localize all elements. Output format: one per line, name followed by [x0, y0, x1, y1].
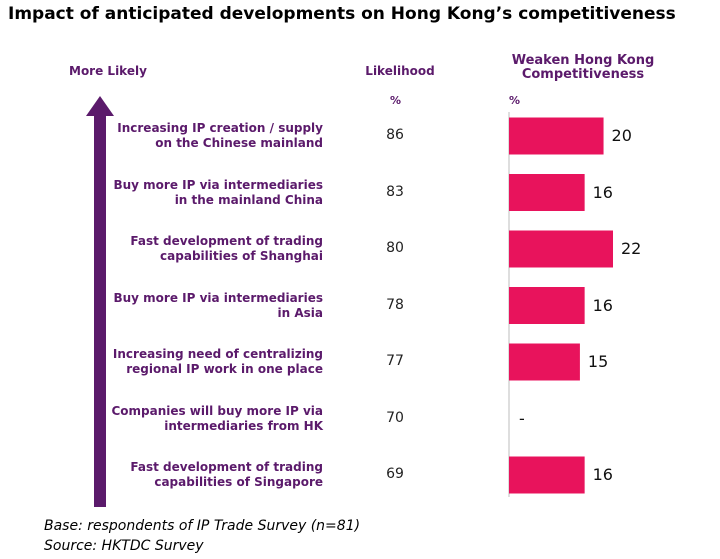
bar [509, 456, 585, 494]
category-label-line: Fast development of trading [130, 234, 323, 248]
category-label-line: Increasing IP creation / supply [117, 121, 323, 135]
category-label-line: intermediaries from HK [164, 418, 323, 433]
category-label-line: Buy more IP via intermediaries [113, 177, 323, 192]
bar [509, 343, 580, 381]
arrow-label: More Likely [69, 64, 147, 78]
bar-value-label: - [519, 408, 525, 428]
bar [509, 117, 604, 155]
likelihood-header: Likelihood [365, 64, 435, 78]
category-label-line: Buy more IP via intermediaries [113, 290, 323, 305]
weaken-header: Weaken Hong Kong Competitiveness [498, 54, 668, 82]
bar [509, 174, 585, 211]
bar-group [509, 117, 613, 494]
likelihood-value: 69 [386, 466, 404, 482]
bar-value-label: 16 [592, 295, 613, 315]
likelihood-value: 78 [386, 296, 404, 313]
category-label-line: capabilities of Shanghai [160, 249, 323, 263]
weaken-header-line2: Competitiveness [521, 67, 645, 82]
arrow-shaft [94, 115, 106, 507]
likelihood-value: 83 [386, 183, 404, 200]
likelihood-value: 70 [386, 409, 404, 426]
bar-value-label: 22 [621, 239, 642, 258]
category-label-line: Increasing need of centralizing [112, 347, 323, 361]
category-label: Fast development of trading capabilities … [63, 460, 323, 490]
category-label: Companies will buy more IP via intermedia… [63, 404, 323, 434]
category-label-line: in the mainland China [174, 192, 323, 207]
category-label: Buy more IP via intermediaries in Asia [63, 291, 323, 321]
category-label-line: Companies will buy more IP via [111, 403, 323, 418]
category-label-line: regional IP work in one place [126, 362, 323, 376]
category-label-line: capabilities of Singapore [154, 475, 323, 489]
likelihood-value: 80 [386, 240, 404, 256]
weaken-header-line1: Weaken Hong Kong [511, 53, 655, 68]
base-note: Base: respondents of IP Trade Survey (n=… [44, 518, 361, 534]
bar-value-label: 15 [587, 352, 609, 371]
bar-value-label: 20 [611, 126, 632, 145]
page-title: Impact of anticipated developments on Ho… [8, 4, 676, 24]
arrow-head [86, 96, 114, 116]
category-label: Increasing IP creation / supply on the Ch… [63, 121, 323, 151]
category-label-line: on the Chinese mainland [155, 136, 323, 150]
bar [509, 230, 613, 268]
likely-arrow [86, 96, 114, 507]
likelihood-value: 86 [386, 127, 404, 143]
category-label: Increasing need of centralizing regional … [63, 347, 323, 377]
category-label-line: in Asia [277, 305, 323, 320]
bar [509, 287, 585, 324]
likelihood-value: 77 [386, 353, 404, 369]
category-label: Fast development of trading capabilities … [63, 234, 323, 264]
category-label-line: Fast development of trading [130, 460, 323, 474]
source-note: Source: HKTDC Survey [44, 538, 204, 554]
bar-value-label: 16 [592, 465, 613, 484]
category-label: Buy more IP via intermediaries in the mai… [63, 178, 323, 208]
bar-value-label: 16 [592, 182, 613, 202]
likelihood-unit: % [390, 94, 402, 107]
weaken-unit: % [509, 94, 521, 107]
